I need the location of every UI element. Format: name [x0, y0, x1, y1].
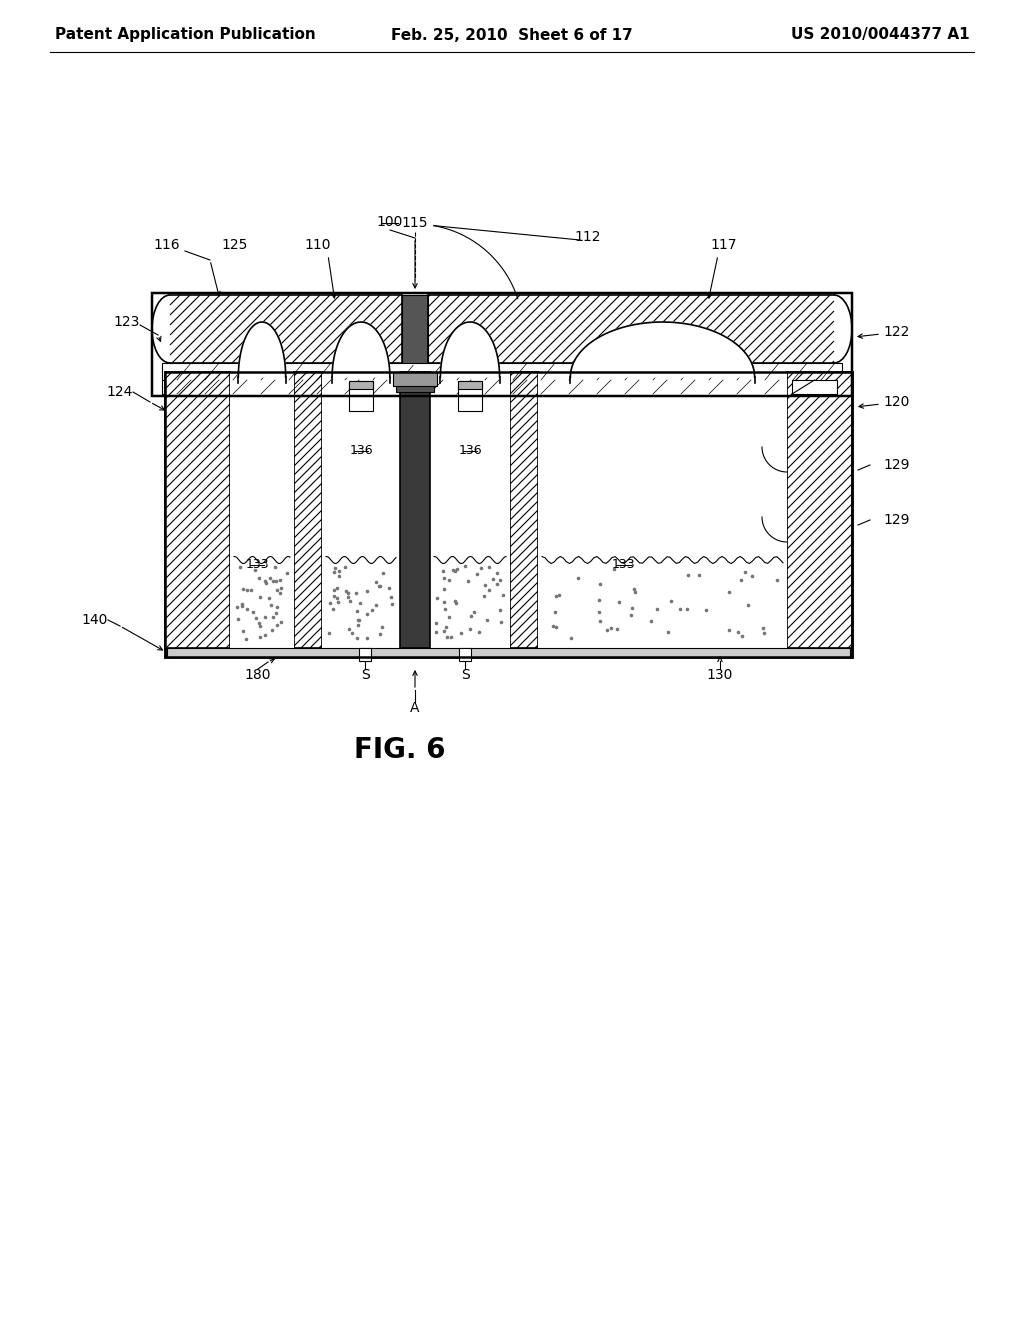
Text: A: A — [411, 701, 420, 715]
Text: 136: 136 — [349, 444, 373, 457]
Bar — [393, 372, 437, 385]
Bar — [165, 372, 852, 657]
Bar — [458, 381, 482, 411]
Text: 129: 129 — [883, 458, 909, 473]
Text: 180: 180 — [245, 668, 271, 682]
Bar — [792, 380, 837, 393]
Bar — [538, 372, 787, 648]
Text: 117: 117 — [711, 238, 737, 252]
Polygon shape — [440, 322, 500, 378]
Bar — [167, 648, 850, 657]
Text: 120: 120 — [883, 395, 909, 409]
Text: 124: 124 — [106, 385, 133, 399]
Text: Feb. 25, 2010  Sheet 6 of 17: Feb. 25, 2010 Sheet 6 of 17 — [391, 28, 633, 42]
Bar — [162, 380, 842, 393]
Bar — [459, 648, 471, 661]
Text: 110: 110 — [305, 238, 331, 252]
Bar — [396, 372, 434, 392]
Text: 116: 116 — [154, 238, 180, 252]
Bar — [349, 381, 373, 389]
Bar — [294, 372, 322, 648]
Bar — [170, 294, 834, 363]
Text: 122: 122 — [883, 325, 909, 339]
Text: 133: 133 — [611, 557, 635, 570]
Text: Patent Application Publication: Patent Application Publication — [55, 28, 315, 42]
Bar — [402, 293, 428, 366]
Text: 112: 112 — [574, 230, 601, 244]
Bar — [458, 381, 482, 389]
Bar — [510, 372, 538, 648]
Bar — [165, 372, 230, 648]
Text: 100: 100 — [377, 215, 403, 228]
Bar — [400, 372, 430, 648]
Text: 123: 123 — [114, 315, 140, 329]
Polygon shape — [332, 322, 390, 378]
Bar — [349, 381, 373, 411]
Text: S: S — [461, 668, 469, 682]
Bar — [162, 363, 842, 380]
Text: S: S — [360, 668, 370, 682]
Bar — [430, 372, 510, 648]
Bar — [359, 648, 371, 661]
Bar — [165, 372, 852, 657]
Wedge shape — [834, 312, 852, 347]
Bar — [787, 372, 852, 648]
Polygon shape — [570, 322, 755, 378]
Text: 133: 133 — [245, 557, 269, 570]
Text: 130: 130 — [707, 668, 733, 682]
Text: FIG. 6: FIG. 6 — [354, 737, 445, 764]
Text: US 2010/0044377 A1: US 2010/0044377 A1 — [792, 28, 970, 42]
Polygon shape — [239, 322, 286, 378]
Wedge shape — [152, 312, 170, 347]
Bar — [402, 294, 428, 363]
Text: 129: 129 — [883, 513, 909, 527]
Text: 115: 115 — [401, 216, 428, 230]
Bar — [322, 372, 400, 648]
Text: 140: 140 — [82, 612, 108, 627]
Text: 136: 136 — [458, 444, 482, 457]
Text: 125: 125 — [222, 238, 248, 252]
Bar — [230, 372, 294, 648]
